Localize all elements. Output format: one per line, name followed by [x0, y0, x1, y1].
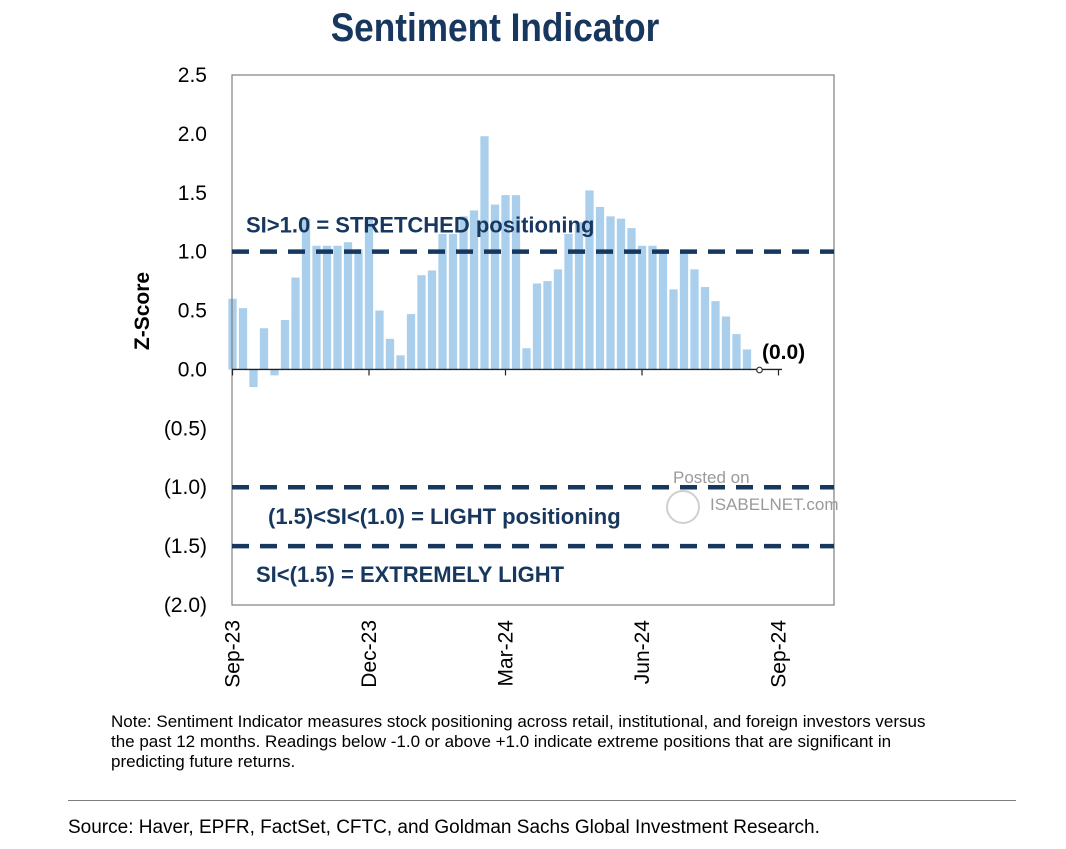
bar	[511, 195, 521, 370]
y-tick-label: 2.5	[178, 64, 207, 87]
bar	[574, 222, 584, 370]
y-tick-label: 1.5	[178, 182, 207, 205]
bar	[238, 308, 248, 370]
bar	[270, 369, 279, 376]
bar	[501, 195, 510, 370]
bar	[438, 234, 447, 370]
bars-layer	[228, 136, 762, 388]
y-tick-label: (0.5)	[164, 417, 207, 440]
bar	[249, 369, 258, 388]
bar	[543, 281, 552, 370]
y-tick-label: 1.0	[178, 241, 207, 264]
bar	[280, 319, 290, 370]
axes-layer: 2.5 2.0 1.5 1.0 0.5 0.0 (0.5) (1.0) (1.5) (2.0) Se…	[164, 64, 791, 688]
watermark-logo-icon	[666, 490, 700, 524]
y-axis-label: Z-Score	[131, 272, 154, 350]
bar	[616, 218, 626, 370]
x-tick-label: Jun-24	[631, 620, 654, 685]
bar	[532, 283, 542, 370]
bar	[690, 269, 699, 370]
watermark-line2: ISABELNET.com	[710, 495, 839, 514]
y-tick-label: (1.5)	[164, 535, 207, 558]
bar	[700, 287, 710, 370]
y-tick-label: 0.5	[178, 300, 207, 323]
x-tick-label: Dec-23	[358, 620, 381, 688]
chart-title: Sentiment Indicator	[330, 6, 660, 50]
bar	[606, 216, 615, 370]
bar	[669, 289, 678, 370]
reference-line-label: (1.5)<SI<(1.0) = LIGHT positioning	[268, 504, 621, 529]
y-tick-label: (2.0)	[164, 594, 207, 617]
bar	[312, 245, 321, 370]
bar	[648, 245, 657, 370]
bar	[595, 206, 605, 370]
reference-line-label: SI<(1.5) = EXTREMELY LIGHT	[256, 562, 565, 587]
reference-lines-layer: SI>1.0 = STRETCHED positioning (1.5)<SI<(…	[232, 213, 834, 587]
bar	[333, 245, 342, 370]
source-line: Source: Haver, EPFR, FactSet, CFTC, and …	[68, 817, 820, 838]
bar	[354, 249, 363, 370]
bar	[522, 348, 531, 370]
bar	[585, 190, 594, 370]
bar	[564, 234, 573, 370]
plot-frame	[231, 74, 835, 606]
bar	[490, 204, 500, 370]
chart-note: Note: Sentiment Indicator measures stock…	[111, 712, 926, 771]
reference-line-label: SI>1.0 = STRETCHED positioning	[246, 213, 594, 238]
x-tick-label: Mar-24	[495, 620, 518, 687]
bar	[658, 249, 668, 370]
latest-value-label: (0.0)	[762, 341, 805, 364]
watermark-line1: Posted on	[673, 468, 750, 487]
bar	[637, 245, 647, 370]
latest-value-marker	[756, 366, 763, 374]
bar	[742, 349, 752, 370]
bar	[627, 228, 636, 370]
bar	[385, 338, 395, 370]
x-tick-label: Sep-24	[768, 620, 791, 688]
bar	[721, 316, 731, 370]
bar	[448, 234, 458, 370]
bar	[459, 216, 468, 370]
bar	[711, 301, 720, 370]
bar	[259, 328, 269, 370]
y-tick-label: 2.0	[178, 123, 207, 146]
x-tick-label: Sep-23	[222, 620, 245, 688]
bar	[396, 355, 405, 370]
bar	[427, 270, 437, 370]
bar	[364, 218, 374, 370]
bar	[375, 310, 384, 370]
bar	[553, 269, 563, 370]
bar	[301, 218, 311, 370]
y-tick-label: (1.0)	[164, 476, 207, 499]
bar	[417, 275, 426, 370]
bar	[679, 251, 689, 370]
bar	[406, 314, 416, 370]
bar	[469, 210, 479, 370]
y-tick-label: 0.0	[178, 358, 207, 381]
bar	[732, 334, 741, 370]
divider	[68, 800, 1016, 801]
bar	[322, 245, 332, 370]
bar	[343, 242, 353, 370]
bar	[291, 277, 300, 370]
